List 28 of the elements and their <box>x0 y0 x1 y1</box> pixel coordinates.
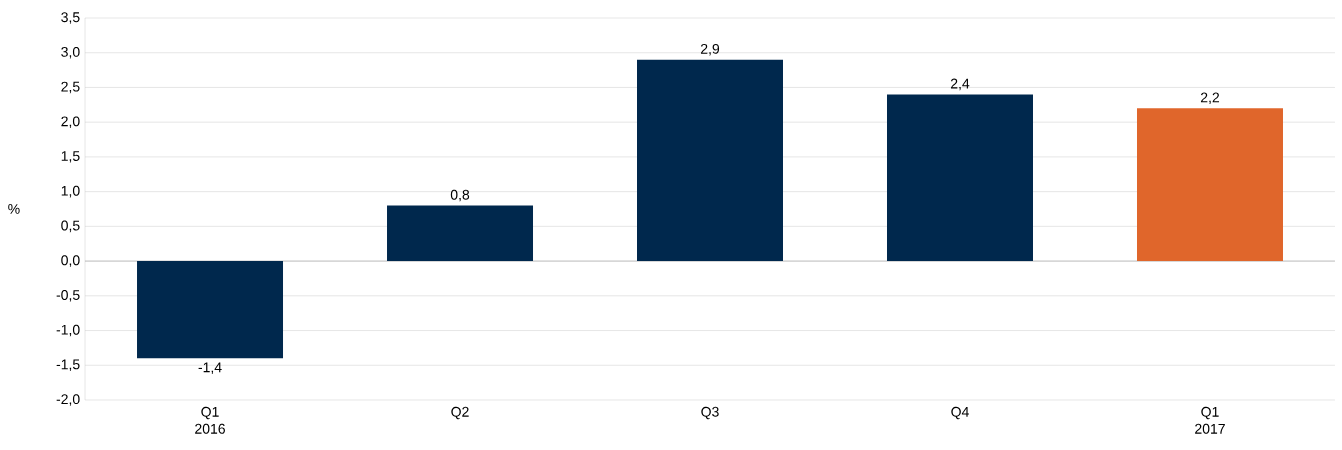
y-tick-label: -0,5 <box>56 290 80 302</box>
data-label: 2,2 <box>1200 92 1220 105</box>
data-label: 0,8 <box>450 189 470 202</box>
data-label: 2,4 <box>950 78 970 91</box>
y-tick-label: 0,5 <box>61 220 80 233</box>
x-tick-label: Q1 2016 <box>195 406 225 434</box>
data-label: 2,9 <box>700 43 720 56</box>
bar <box>637 59 783 262</box>
y-tick-label: -2,0 <box>56 394 80 406</box>
y-tick-label: 1,0 <box>61 185 80 198</box>
y-tick-label: 2,0 <box>61 116 80 128</box>
x-tick-label: Q3 <box>701 406 719 420</box>
bar <box>1136 108 1283 262</box>
x-tick-label: Q4 <box>951 406 969 420</box>
y-tick-label: -1,5 <box>56 359 80 371</box>
data-label: -1,4 <box>198 362 222 374</box>
y-tick-label: 2,5 <box>61 81 80 94</box>
y-tick-label: 0,0 <box>61 255 80 267</box>
y-tick-label: 3,0 <box>61 46 80 59</box>
x-tick-label: Q1 2017 <box>1195 406 1225 434</box>
x-tick-label: Q2 <box>451 406 469 420</box>
bar <box>137 261 284 359</box>
y-tick-label: 3,5 <box>61 12 80 24</box>
bar <box>387 205 534 262</box>
y-tick-label: 1,5 <box>61 151 80 163</box>
bar <box>887 94 1033 262</box>
y-tick-label: -1,0 <box>56 324 80 337</box>
y-axis-title: % <box>8 204 20 214</box>
